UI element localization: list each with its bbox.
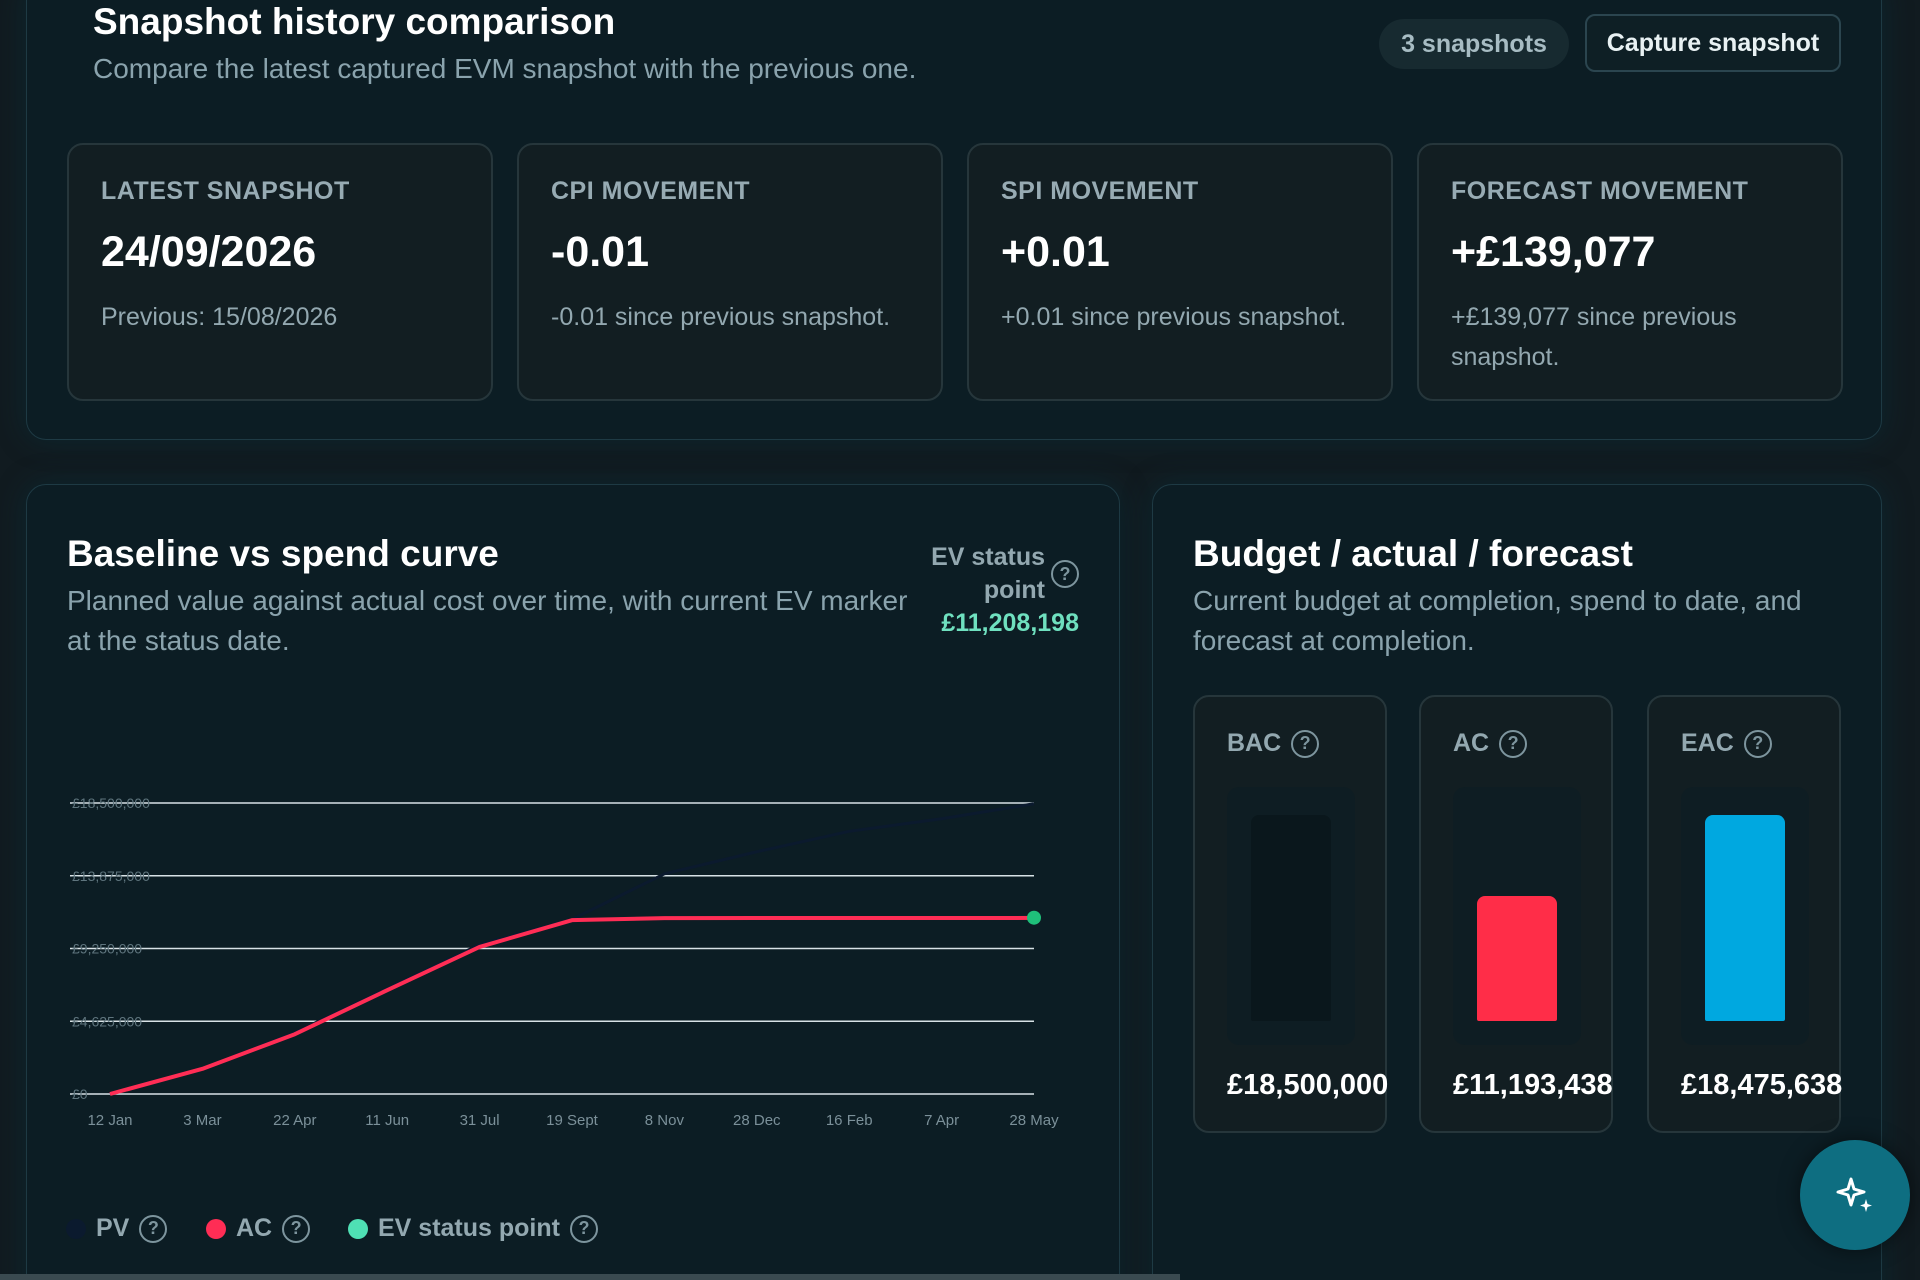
series-line-ac — [109, 915, 1035, 1096]
bar-track — [1681, 787, 1809, 1045]
spi-movement-card: SPI MOVEMENT +0.01 +0.01 since previous … — [967, 143, 1393, 401]
x-tick-label: 12 Jan — [87, 1112, 132, 1129]
eac-card: EAC? £18,475,638 — [1647, 695, 1843, 1133]
bar-track — [1453, 787, 1581, 1045]
bar-value: £18,475,638 — [1681, 1069, 1843, 1101]
x-tick-label: 31 Jul — [460, 1112, 500, 1129]
x-tick-label: 28 Dec — [733, 1112, 781, 1129]
y-tick-label: £9,250,000 — [72, 941, 142, 957]
curve-subtitle: Planned value against actual cost over t… — [67, 585, 908, 656]
assistant-button[interactable] — [1800, 1140, 1910, 1250]
snapshot-subtitle: Compare the latest captured EVM snapshot… — [93, 53, 917, 84]
snapshot-panel: Snapshot history comparison Compare the … — [26, 0, 1882, 440]
horizontal-scrollbar[interactable] — [0, 1274, 1180, 1280]
x-tick-label: 7 Apr — [924, 1112, 959, 1129]
bac-card: BAC? £18,500,000 — [1193, 695, 1389, 1133]
x-tick-label: 22 Apr — [273, 1112, 316, 1129]
bar-track — [1227, 787, 1355, 1045]
card-value: +0.01 — [1001, 228, 1110, 276]
ac-bar — [1477, 896, 1557, 1021]
legend-label: EV status point — [378, 1214, 560, 1242]
budget-panel: Budget / actual / forecast Current budge… — [1152, 484, 1882, 1280]
legend-label: PV — [96, 1214, 130, 1242]
bar-value: £18,500,000 — [1227, 1069, 1389, 1101]
snapshot-title: Snapshot history comparison — [93, 1, 616, 42]
help-icon[interactable]: ? — [569, 1214, 598, 1243]
card-label: SPI MOVEMENT — [1001, 177, 1199, 205]
x-tick-label: 19 Sept — [546, 1112, 599, 1129]
help-icon[interactable]: ? — [1291, 729, 1320, 758]
ev-swatch-icon — [348, 1218, 368, 1239]
ac-card: AC? £11,193,438 — [1419, 695, 1613, 1133]
pv-swatch-icon — [66, 1218, 86, 1239]
budget-title: Budget / actual / forecast — [1193, 533, 1633, 574]
legend-pv: PV ? — [66, 1214, 168, 1243]
latest-snapshot-card: LATEST SNAPSHOT 24/09/2026 Previous: 15/… — [67, 143, 493, 401]
sparkle-icon — [1836, 1177, 1872, 1212]
y-tick-label: £18,500,000 — [72, 795, 150, 811]
forecast-movement-card: FORECAST MOVEMENT +£139,077 +£139,077 si… — [1417, 143, 1843, 401]
bac-bar — [1251, 815, 1331, 1021]
legend-label: AC — [236, 1214, 273, 1242]
help-icon[interactable]: ? — [1051, 560, 1079, 588]
help-icon[interactable]: ? — [1743, 729, 1772, 758]
ac-swatch-icon — [206, 1218, 226, 1239]
help-icon[interactable]: ? — [1499, 729, 1528, 758]
ev-status-value: £11,208,198 — [941, 609, 1079, 637]
card-note: Previous: 15/08/2026 — [101, 303, 338, 331]
x-tick-label: 11 Jun — [365, 1112, 409, 1129]
x-tick-label: 28 May — [1009, 1112, 1059, 1129]
bar-label: AC — [1453, 729, 1490, 757]
capture-snapshot-button[interactable]: Capture snapshot — [1585, 14, 1841, 72]
x-tick-label: 16 Feb — [826, 1112, 873, 1129]
x-tick-label: 8 Nov — [645, 1112, 685, 1129]
ev-status-point — [1027, 910, 1041, 925]
ev-status-label: EV status point — [931, 543, 1045, 604]
x-tick-label: 3 Mar — [183, 1112, 221, 1129]
card-note: -0.01 since previous snapshot. — [551, 303, 891, 331]
curve-title: Baseline vs spend curve — [67, 533, 499, 574]
bar-label: EAC — [1681, 729, 1734, 757]
ev-status-summary: EV status point ? £11,208,198 — [879, 541, 1079, 638]
snapshot-count-badge: 3 snapshots — [1379, 19, 1569, 69]
bar-value: £11,193,438 — [1453, 1069, 1613, 1101]
card-value: 24/09/2026 — [101, 228, 317, 276]
legend-ac: AC ? — [206, 1214, 311, 1243]
card-label: CPI MOVEMENT — [551, 177, 751, 205]
card-note: +£139,077 since previous snapshot. — [1451, 303, 1737, 371]
budget-subtitle: Current budget at completion, spend to d… — [1193, 585, 1802, 656]
eac-bar — [1705, 815, 1785, 1021]
card-label: FORECAST MOVEMENT — [1451, 177, 1749, 205]
y-tick-label: £13,875,000 — [72, 868, 150, 884]
legend-ev: EV status point ? — [348, 1214, 598, 1243]
card-note: +0.01 since previous snapshot. — [1001, 303, 1347, 331]
help-icon[interactable]: ? — [282, 1214, 311, 1243]
card-label: LATEST SNAPSHOT — [101, 177, 350, 205]
spend-curve-chart: £0 £4,625,000 £9,250,000 £13,875,000 £18,500… — [70, 795, 1059, 1129]
y-tick-label: £4,625,000 — [72, 1013, 142, 1029]
card-value: +£139,077 — [1451, 228, 1656, 276]
y-tick-label: £0 — [72, 1086, 88, 1102]
help-icon[interactable]: ? — [139, 1214, 168, 1243]
bar-label: BAC — [1227, 729, 1282, 757]
curve-panel: Baseline vs spend curve Planned value ag… — [26, 484, 1120, 1280]
card-value: -0.01 — [551, 228, 650, 276]
cpi-movement-card: CPI MOVEMENT -0.01 -0.01 since previous … — [517, 143, 943, 401]
